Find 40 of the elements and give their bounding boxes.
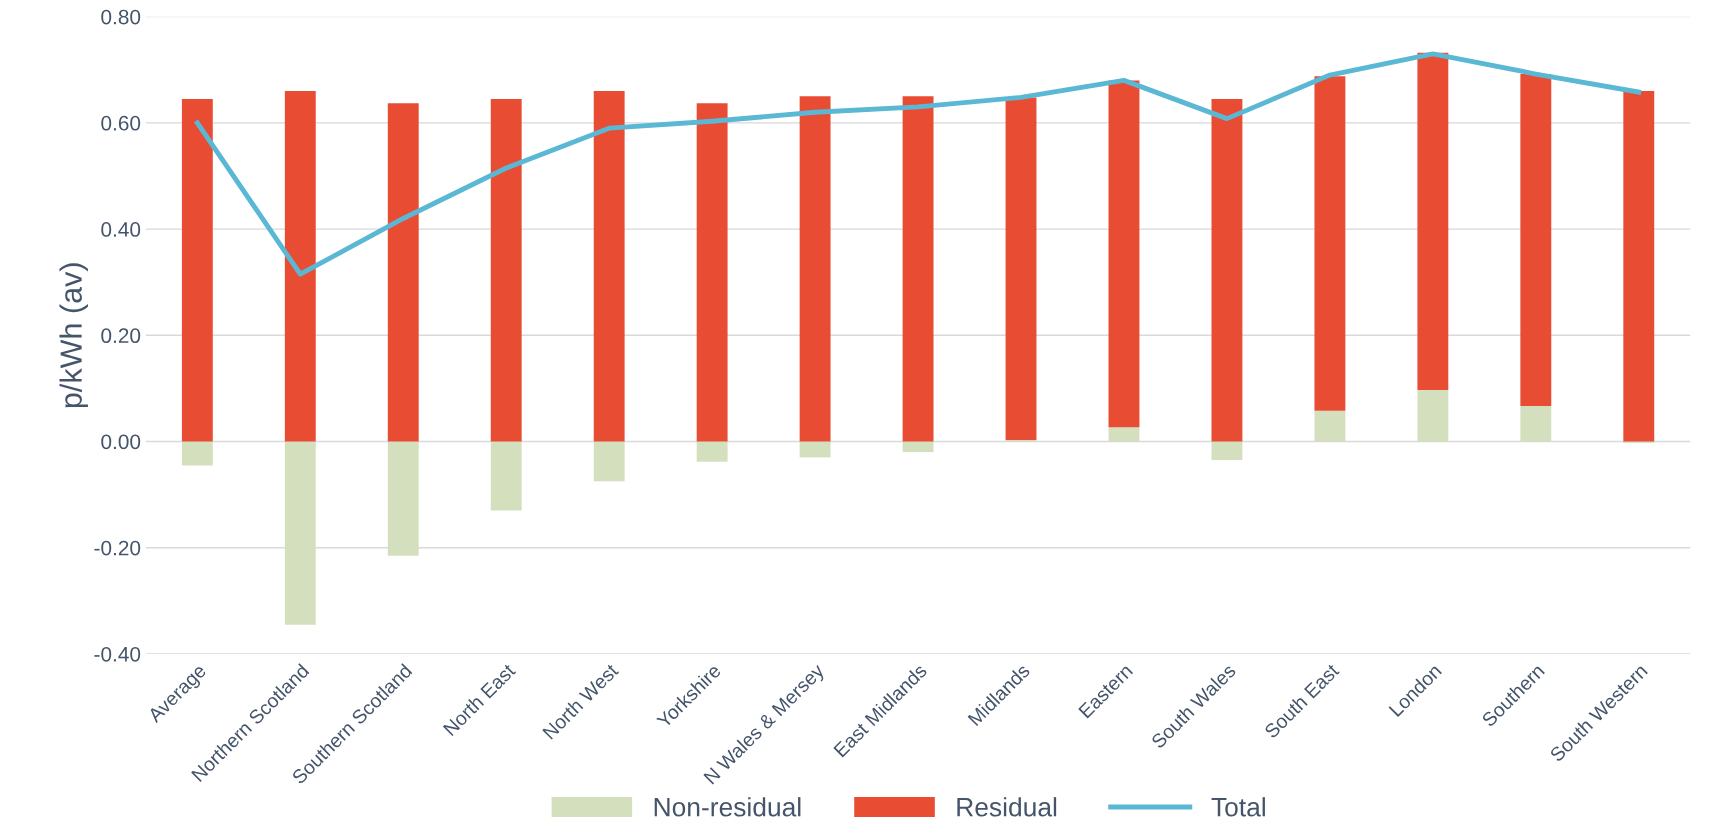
bar [181, 98, 213, 442]
legend-label: Total [1211, 797, 1265, 817]
bar [181, 441, 213, 466]
bar [1211, 441, 1243, 461]
y-axis-title: p/kWh (av) [59, 263, 88, 408]
bar [1623, 91, 1655, 442]
bar [1417, 52, 1449, 390]
y-tick-label: -0.20 [94, 540, 141, 556]
bar [799, 441, 831, 458]
line-series [194, 51, 1642, 277]
bar [1520, 74, 1552, 406]
bar [1314, 76, 1346, 411]
bar [284, 91, 316, 442]
bar [490, 441, 522, 511]
y-tick-label: 0.40 [101, 222, 141, 237]
bar [490, 98, 522, 442]
bar [593, 441, 625, 482]
bar [902, 441, 934, 453]
bar [902, 96, 934, 442]
bar [284, 441, 316, 625]
legend-label: Non-residual [654, 797, 801, 817]
y-tick-label: 0.20 [101, 328, 141, 344]
bar [387, 103, 419, 442]
bar [696, 441, 728, 462]
bar [1211, 98, 1243, 442]
bar [799, 96, 831, 442]
bar [387, 441, 419, 556]
bar [1108, 427, 1140, 442]
y-tick-label: 0.00 [101, 434, 141, 450]
bar [1417, 389, 1449, 442]
y-tick-label: -0.40 [94, 646, 141, 662]
y-tick-label: 0.80 [101, 9, 141, 25]
bar [696, 103, 728, 442]
bar [1520, 405, 1552, 442]
bar [1108, 80, 1140, 428]
bar [1314, 410, 1346, 442]
bar [1005, 97, 1037, 440]
bar [593, 91, 625, 442]
legend-label: Residual [957, 797, 1057, 817]
y-tick-label: 0.60 [101, 115, 141, 131]
